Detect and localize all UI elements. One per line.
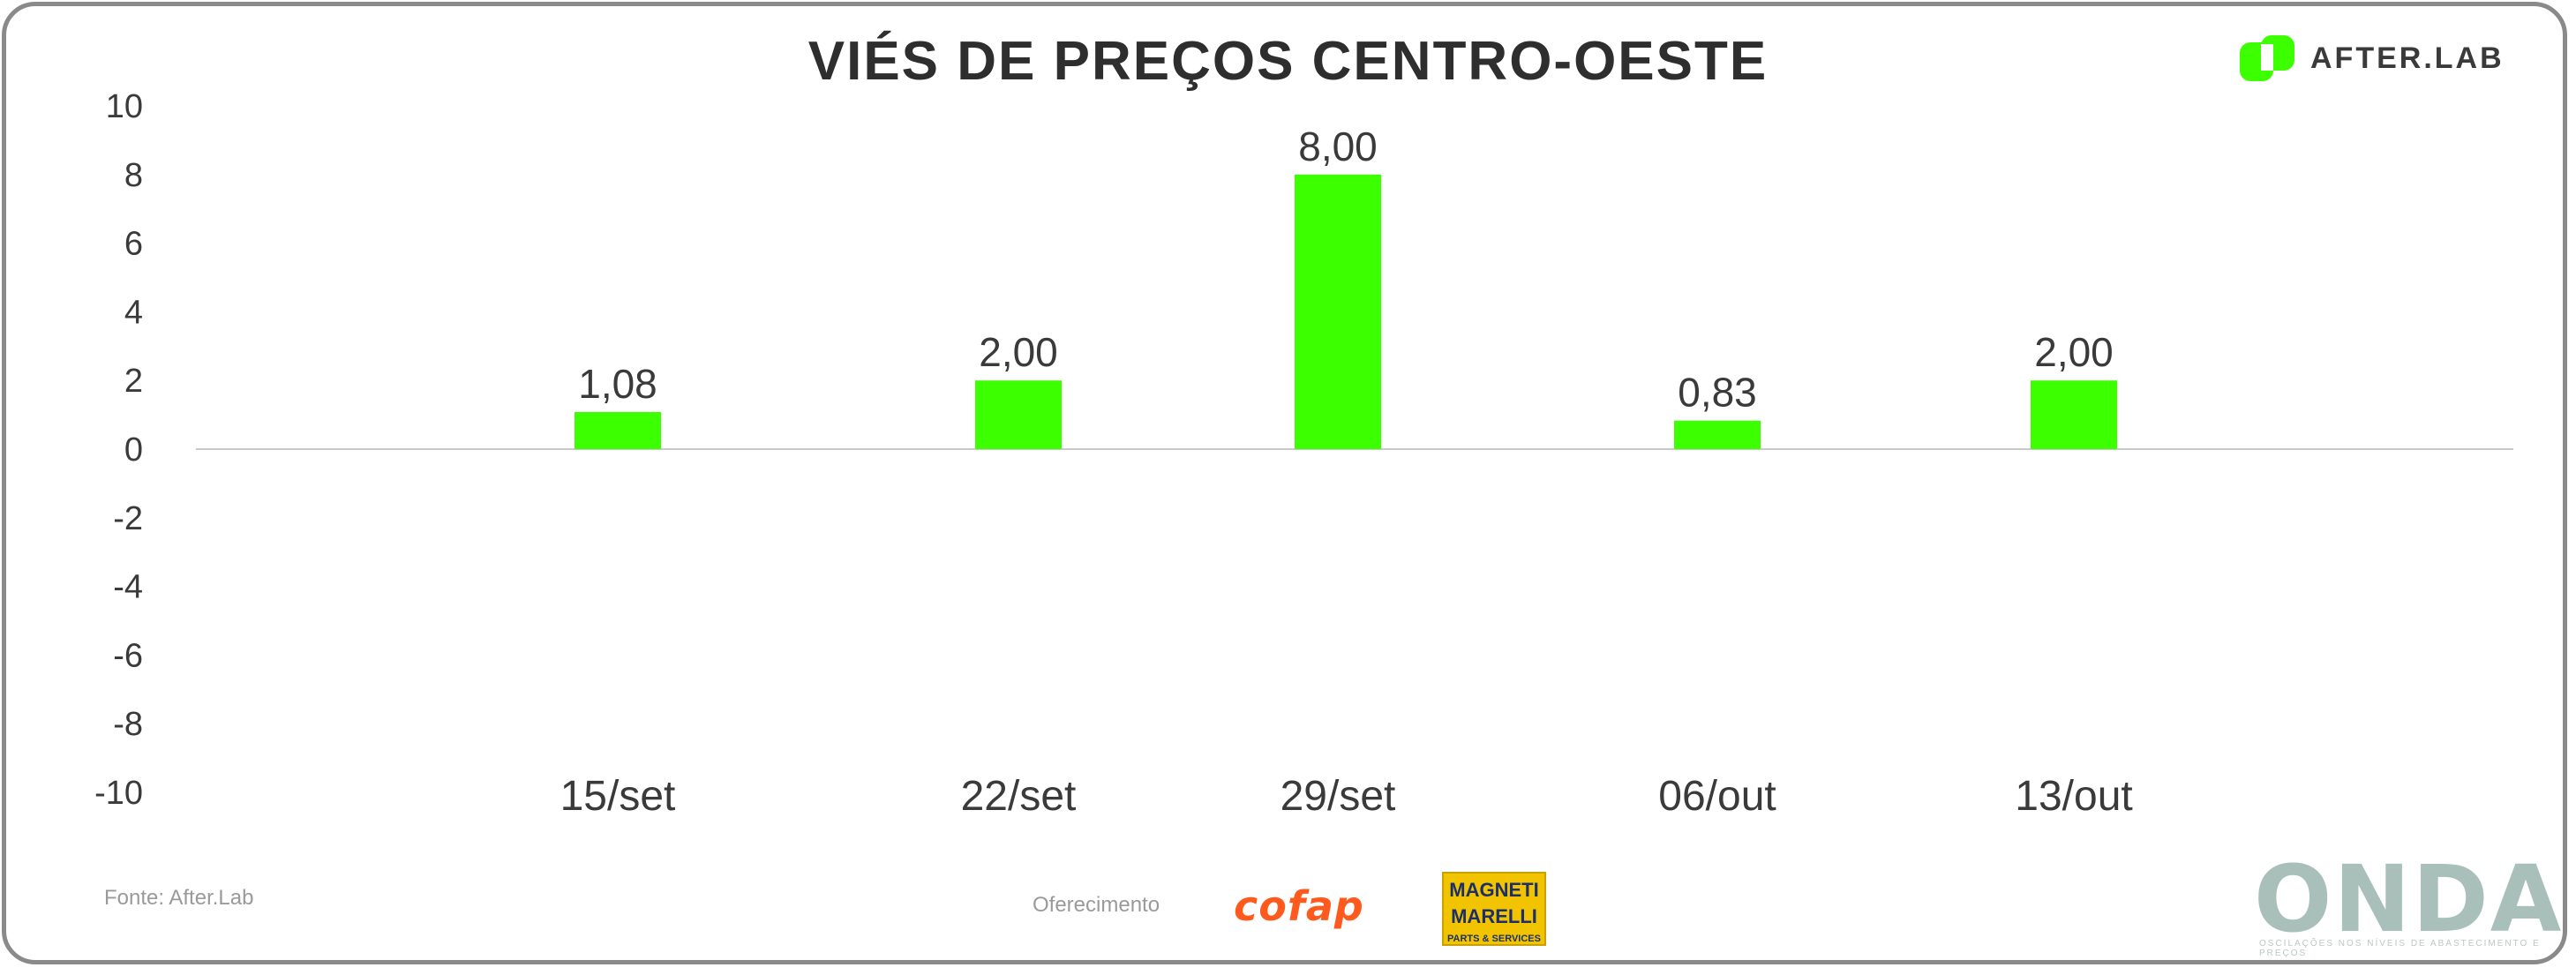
sponsor-label: Oferecimento — [1033, 893, 1160, 917]
data-label: 2,00 — [2034, 329, 2114, 375]
data-label: 1,08 — [578, 361, 657, 407]
magneti-marelli-logo-icon: MAGNETI MARELLI PARTS & SERVICES — [1442, 872, 1546, 946]
bar — [575, 411, 661, 449]
x-tick-label: 22/set — [961, 773, 1077, 820]
y-tick-label: 10 — [106, 88, 143, 125]
data-label: 2,00 — [979, 329, 1058, 375]
y-tick-label: 4 — [124, 294, 143, 331]
data-label: 8,00 — [1298, 124, 1378, 169]
onda-logo-icon: ONDA — [2254, 845, 2564, 953]
x-tick-label: 06/out — [1658, 773, 1776, 820]
x-tick-label: 15/set — [560, 773, 676, 820]
bar — [1674, 420, 1761, 449]
magneti-line1: MAGNETI — [1449, 879, 1539, 901]
y-tick-label: -6 — [113, 637, 143, 674]
y-tick-label: -8 — [113, 706, 143, 743]
y-tick-label: 2 — [124, 363, 143, 400]
y-tick-label: 0 — [124, 431, 143, 469]
afterlab-logo-text: AFTER.LAB — [2310, 41, 2505, 75]
source-note: Fonte: After.Lab — [104, 886, 254, 910]
afterlab-logo: AFTER.LAB — [2238, 34, 2505, 83]
magneti-line2: MARELLI — [1451, 905, 1537, 927]
cofap-logo-icon: cofap — [1234, 882, 1364, 930]
magneti-line3: PARTS & SERVICES — [1447, 934, 1541, 944]
y-tick-label: -4 — [113, 569, 143, 606]
x-tick-label: 29/set — [1280, 773, 1396, 820]
onda-tagline: OSCILAÇÕES NOS NÍVEIS DE ABASTECIMENTO E… — [2259, 939, 2541, 958]
y-tick-label: 8 — [124, 157, 143, 194]
bar — [1295, 174, 1381, 450]
data-label: 0,83 — [1678, 370, 1757, 416]
afterlab-logo-icon — [2238, 34, 2298, 83]
x-tick-label: 13/out — [2015, 773, 2132, 820]
y-tick-label: 6 — [124, 226, 143, 263]
y-tick-label: -10 — [94, 775, 143, 812]
bar — [975, 380, 1062, 449]
bar — [2031, 380, 2117, 449]
y-tick-label: -2 — [113, 500, 143, 537]
chart-title: VIÉS DE PREÇOS CENTRO-OESTE — [807, 31, 1769, 92]
